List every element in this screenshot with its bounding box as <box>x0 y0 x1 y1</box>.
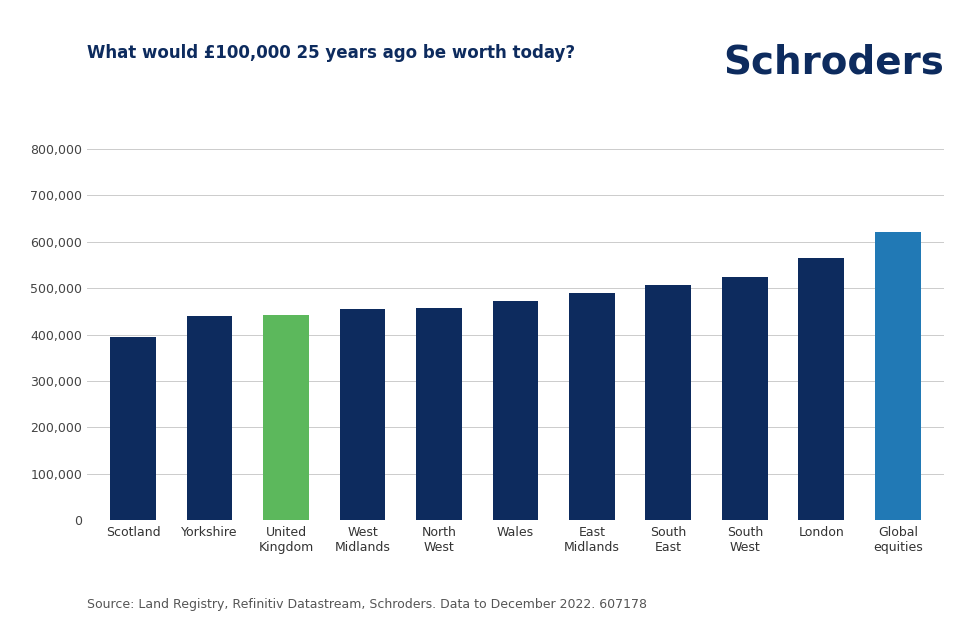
Bar <box>722 277 768 520</box>
Text: What would £100,000 25 years ago be worth today?: What would £100,000 25 years ago be wort… <box>87 44 575 62</box>
Bar <box>416 308 462 520</box>
Bar <box>110 337 156 520</box>
Bar <box>263 315 309 520</box>
Bar <box>340 309 385 520</box>
Bar <box>569 293 615 520</box>
Text: Source: Land Registry, Refinitiv Datastream, Schroders. Data to December 2022. 6: Source: Land Registry, Refinitiv Datastr… <box>87 598 648 611</box>
Bar <box>493 300 538 520</box>
Bar <box>646 285 691 520</box>
Bar <box>875 232 921 520</box>
Bar <box>799 258 844 520</box>
Bar <box>187 316 232 520</box>
Text: Schroders: Schroders <box>723 44 944 82</box>
